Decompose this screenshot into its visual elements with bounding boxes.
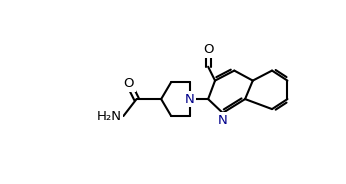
Text: O: O [124,77,134,90]
Text: O: O [203,43,213,56]
Text: H₂N: H₂N [97,109,122,123]
Text: N: N [218,114,228,127]
Text: N: N [185,93,194,106]
